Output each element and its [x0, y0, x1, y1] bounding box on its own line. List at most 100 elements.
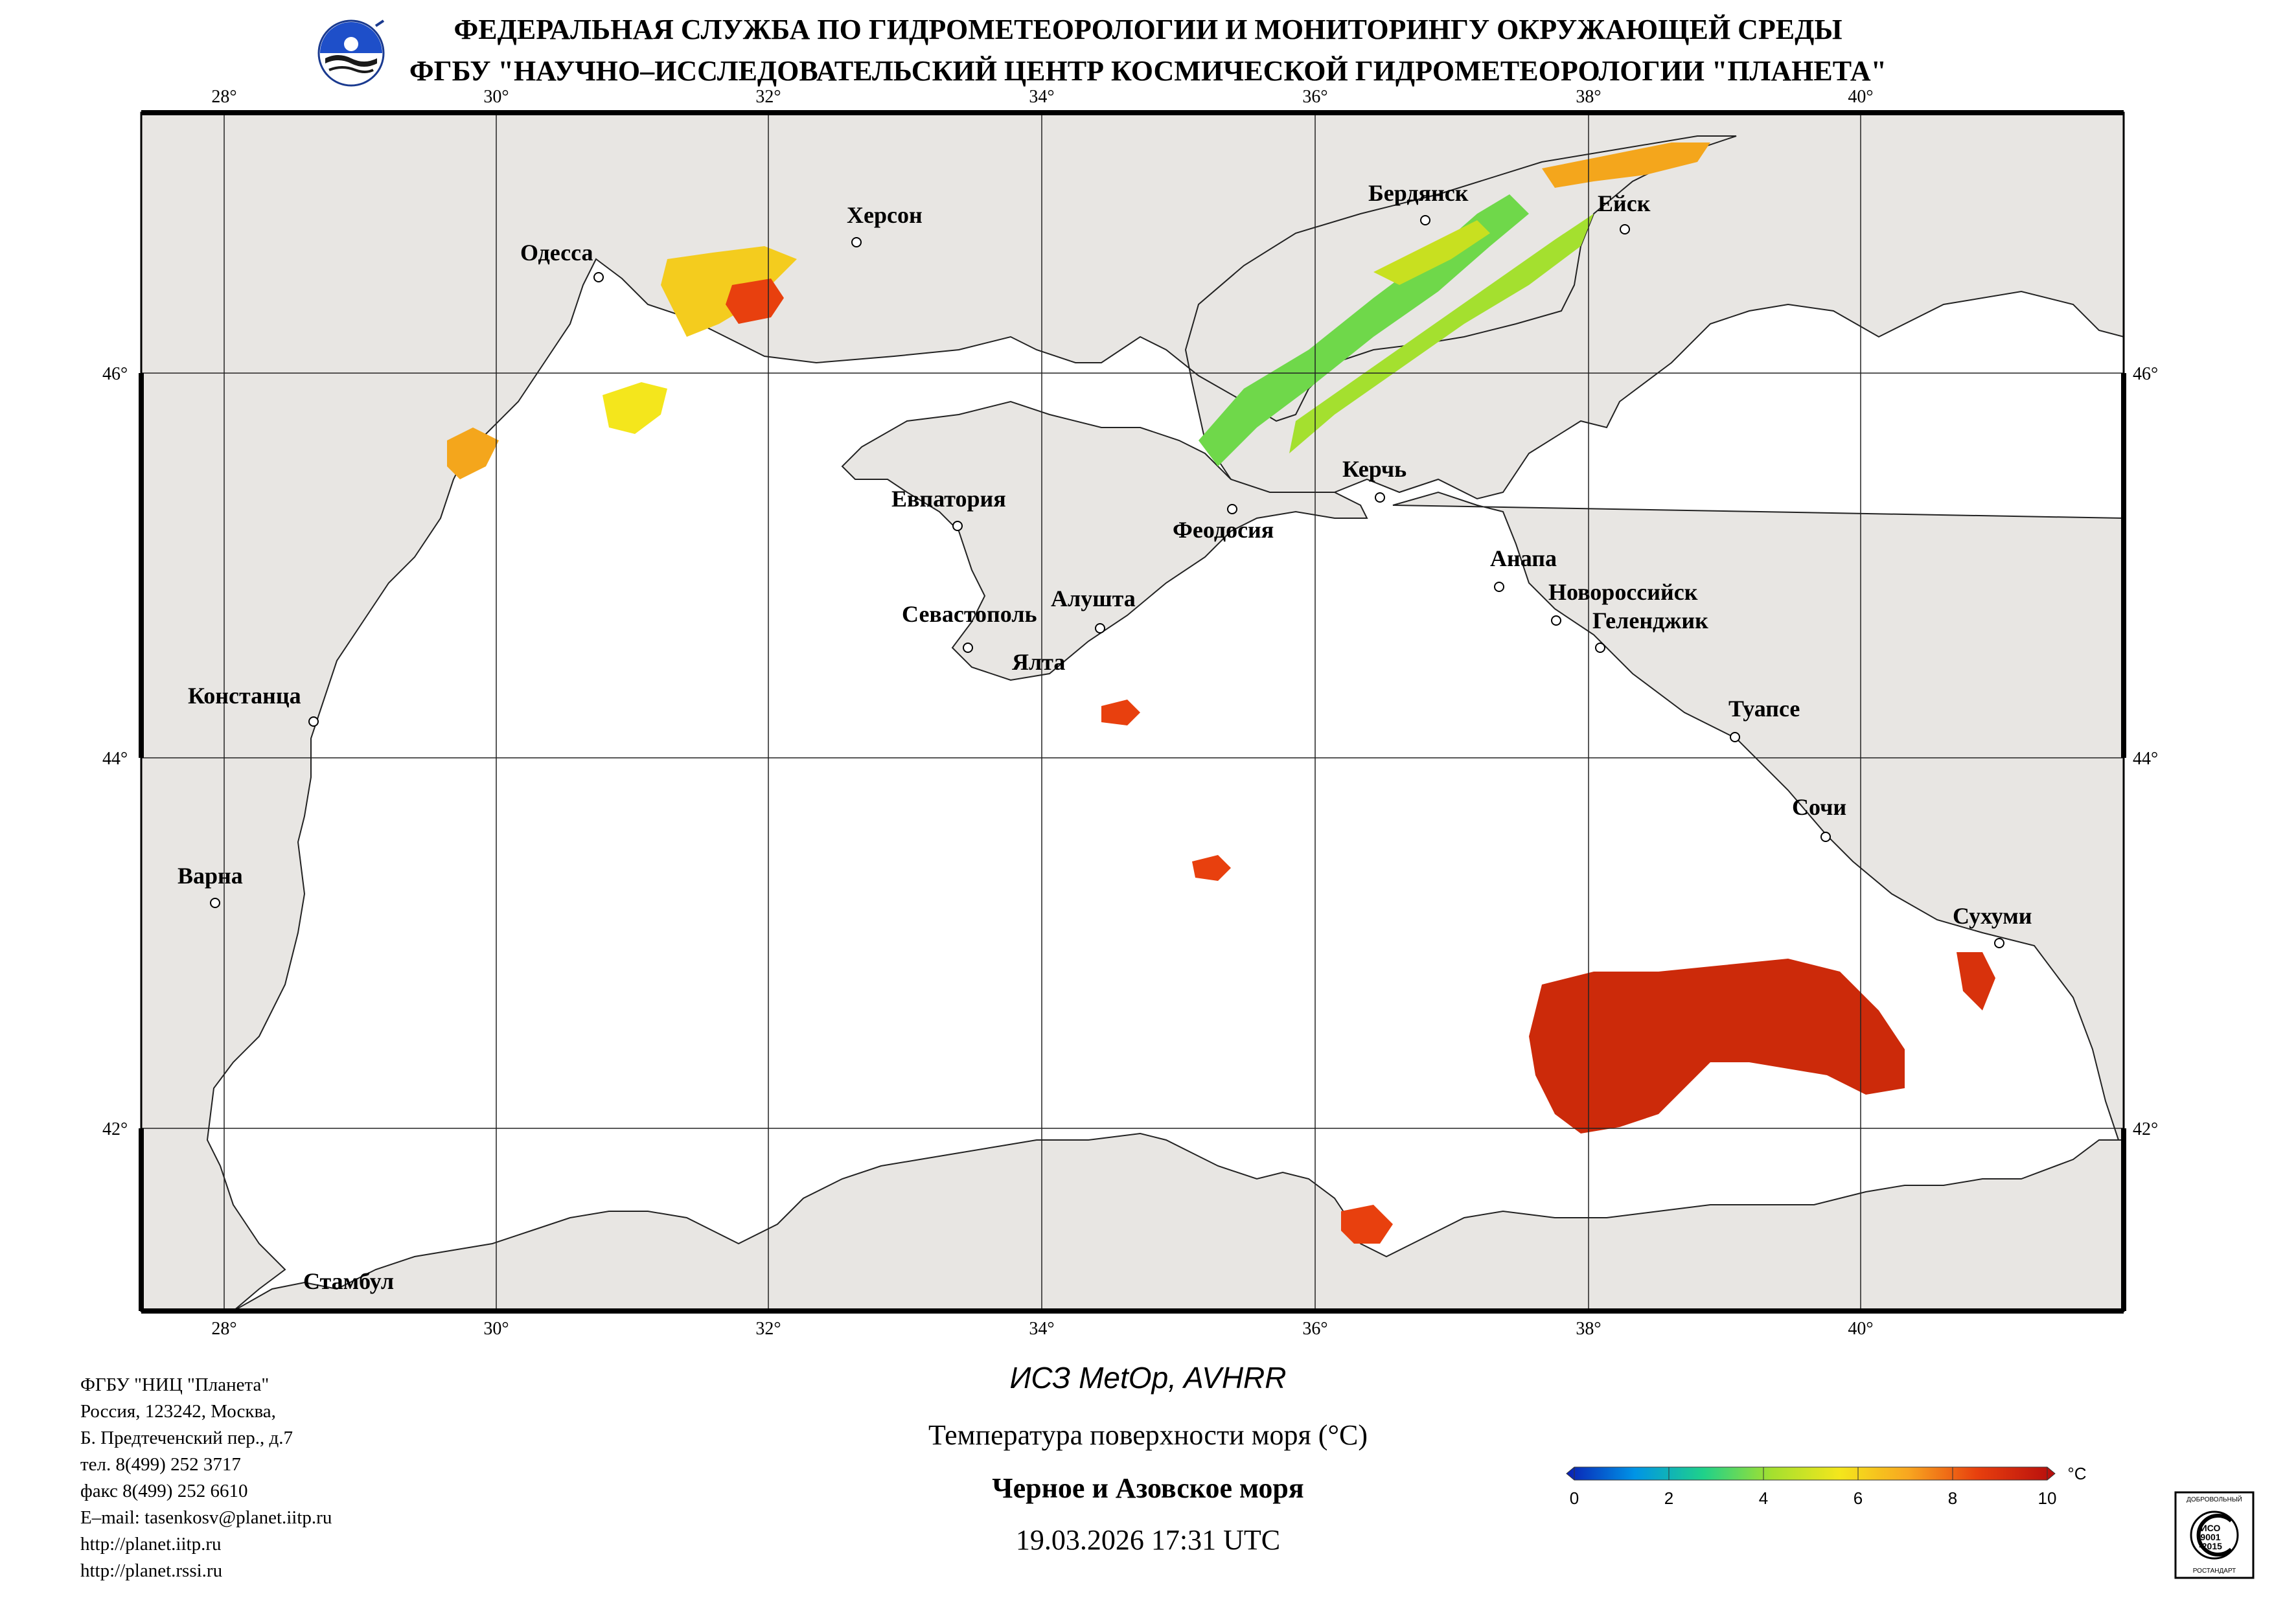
longitude-labels-top: 28° 30° 32° 34° 36° 38° 40°: [211, 87, 1873, 107]
city-tuapse: Туапсе: [1728, 696, 1800, 742]
land-crimea: [841, 400, 1368, 681]
colorbar-tick-label: 2: [1664, 1488, 1673, 1508]
header-title-line1: ФЕДЕРАЛЬНАЯ СЛУЖБА ПО ГИДРОМЕТЕОРОЛОГИИ …: [453, 14, 1843, 45]
iso-9001-badge-icon: ДОБРОВОЛЬНЫЙ ИСО 9001 -2015 РОСТАНДАРТ: [2174, 1491, 2255, 1579]
lon-label: 28°: [211, 1319, 236, 1339]
sst-patch-sukhumi: [1957, 952, 1995, 1010]
city-label: Сухуми: [1953, 903, 2032, 929]
city-label: Феодосия: [1173, 517, 1274, 543]
sst-patch-dnestr: [447, 427, 499, 479]
city-varna: Варна: [178, 863, 243, 908]
colorbar-tick-label: 8: [1948, 1488, 1957, 1508]
city-label: Ялта: [1012, 649, 1065, 675]
lat-label: 46°: [2133, 364, 2158, 384]
contact-link[interactable]: http://planet.rssi.ru: [80, 1560, 223, 1581]
lon-label: 36°: [1302, 1319, 1327, 1339]
city-label: Сочи: [1792, 794, 1846, 820]
city-label: Ейск: [1598, 190, 1651, 216]
city-label: Констанца: [188, 683, 301, 709]
planeta-logo-icon: [317, 19, 385, 87]
sst-patch-sinop: [1341, 1205, 1393, 1244]
city-label: Новороссийск: [1548, 579, 1698, 605]
lon-label: 32°: [755, 1319, 781, 1339]
badge-bottom-text: РОСТАНДАРТ: [2193, 1567, 2236, 1575]
sst-patch-azov-north: [1542, 142, 1710, 188]
sst-patch-azov-1: [1199, 194, 1529, 466]
graticule: [141, 113, 2124, 1311]
lon-label: 40°: [1848, 87, 1873, 107]
contact-line: факс 8(499) 252 6610: [80, 1481, 248, 1501]
contact-link[interactable]: http://planet.iitp.ru: [80, 1534, 222, 1555]
lon-label: 34°: [1029, 87, 1054, 107]
sst-patch-odessa-hot: [726, 279, 784, 324]
colorbar-tick-label: 4: [1759, 1488, 1768, 1508]
city-kerch: Керчь: [1342, 456, 1406, 503]
sst-patch-odessa: [661, 246, 797, 337]
lon-label: 32°: [755, 87, 781, 107]
city-label: Варна: [178, 863, 243, 889]
sst-patch-small-2: [1192, 855, 1231, 881]
colorbar: 0 2 4 6 8 10 °C: [1566, 1464, 2087, 1508]
contact-line: Россия, 123242, Москва,: [80, 1401, 276, 1422]
city-sukhumi: Сухуми: [1953, 903, 2032, 948]
sst-patch-small-1: [1101, 700, 1140, 725]
contact-line: тел. 8(499) 252 3717: [80, 1454, 241, 1475]
city-label: Севастополь: [902, 601, 1037, 627]
city-feodosia: Феодосия: [1173, 504, 1274, 543]
latitude-labels: 46° 44° 42° 46° 44° 42°: [102, 364, 2158, 1139]
sst-patch-nw: [603, 382, 667, 434]
lon-label: 30°: [483, 87, 509, 107]
city-label: Керчь: [1342, 456, 1406, 482]
city-gelendzhik: Геленджик: [1592, 608, 1708, 653]
city-istanbul: Стамбул: [303, 1268, 394, 1294]
city-kherson: Херсон: [847, 202, 923, 247]
badge-top-text: ДОБРОВОЛЬНЫЙ: [2187, 1495, 2242, 1503]
lon-label: 30°: [483, 1319, 509, 1339]
city-label: Херсон: [847, 202, 923, 228]
city-alushta: Алушта: [1051, 586, 1136, 633]
badge-mid-line: ИСО: [2201, 1523, 2221, 1533]
city-anapa: Анапа: [1490, 545, 1557, 592]
lat-label: 42°: [102, 1119, 128, 1139]
land-north: [141, 112, 2124, 1312]
city-label: Евпатория: [891, 486, 1006, 512]
city-label: Туапсе: [1728, 696, 1800, 722]
land-south: [141, 1132, 2124, 1312]
land-caucasus: [1392, 113, 2124, 1141]
caption-region: Черное и Азовское моря: [992, 1472, 1304, 1504]
city-label: Геленджик: [1592, 608, 1708, 633]
city-sochi: Сочи: [1792, 794, 1846, 842]
colorbar-tick-label: 0: [1570, 1488, 1579, 1508]
sst-patch-azov-mid: [1373, 220, 1490, 285]
lat-label: 44°: [2133, 749, 2158, 769]
cities: Одесса Херсон Бердянск Ейск Евпатория Ке…: [178, 180, 2032, 1294]
lon-label: 36°: [1302, 87, 1327, 107]
lat-label: 46°: [102, 364, 128, 384]
city-label: Одесса: [520, 240, 593, 266]
lon-label: 28°: [211, 87, 236, 107]
sst-patch-southeast: [1529, 959, 1905, 1134]
city-novorossiysk: Новороссийск: [1548, 579, 1698, 626]
header-title-line2: ФГБУ "НАУЧНО–ИССЛЕДОВАТЕЛЬСКИЙ ЦЕНТР КОС…: [409, 55, 1887, 87]
sst-patches: [447, 142, 1995, 1244]
longitude-labels-bottom: 28° 30° 32° 34° 36° 38° 40°: [211, 1319, 1873, 1339]
city-odessa: Одесса: [520, 240, 604, 282]
caption-satellite: ИСЗ MetOp, AVHRR: [1009, 1361, 1287, 1395]
city-label: Стамбул: [303, 1268, 394, 1294]
colorbar-ticks: [1574, 1467, 2048, 1480]
sst-patch-azov-2: [1289, 214, 1594, 453]
colorbar-tick-label: 6: [1854, 1488, 1863, 1508]
colorbar-unit: °C: [2067, 1464, 2086, 1483]
contact-line: Б. Предтеченский пер., д.7: [80, 1428, 293, 1448]
lon-label: 40°: [1848, 1319, 1873, 1339]
contact-block: ФГБУ "НИЦ "Планета" Россия, 123242, Моск…: [80, 1372, 332, 1584]
city-label: Анапа: [1490, 545, 1557, 571]
city-constanta: Констанца: [188, 683, 319, 727]
city-label: Бердянск: [1368, 180, 1469, 206]
lon-label: 34°: [1029, 1319, 1054, 1339]
badge-mid-line: -2015: [2199, 1541, 2222, 1551]
city-label: Алушта: [1051, 586, 1136, 611]
lon-label: 38°: [1576, 87, 1601, 107]
colorbar-tick-label: 10: [2038, 1488, 2057, 1508]
